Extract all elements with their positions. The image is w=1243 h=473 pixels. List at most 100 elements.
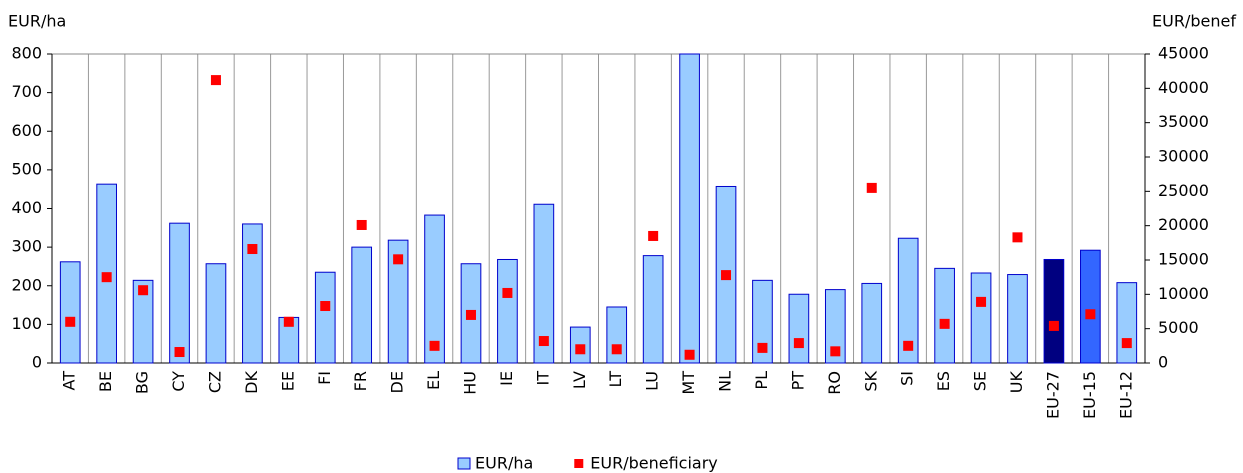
y2-tick-label: 0: [1158, 353, 1168, 372]
marker: [721, 270, 732, 281]
y2-tick-label: 35000: [1158, 112, 1209, 131]
x-tick-label: IT: [533, 371, 552, 386]
y-tick-label: 500: [11, 159, 42, 178]
legend-swatch: [574, 459, 584, 468]
x-tick-label: AT: [60, 371, 79, 391]
bar: [788, 293, 810, 364]
x-tick-label: UK: [1007, 370, 1026, 393]
x-tick-label: PL: [752, 371, 771, 390]
x-tick-label: EU-27: [1043, 371, 1062, 419]
bar: [861, 282, 883, 364]
marker: [393, 254, 404, 265]
y-tick-label: 800: [11, 44, 42, 63]
bar: [205, 263, 227, 364]
marker: [611, 344, 622, 355]
y2-tick-label: 10000: [1158, 284, 1209, 303]
bar: [497, 258, 518, 364]
marker: [502, 287, 513, 298]
bar: [1007, 274, 1028, 364]
y2-tick-label: 45000: [1158, 44, 1209, 63]
bar: [424, 214, 445, 364]
bar: [351, 246, 373, 364]
y2-tick-label: 40000: [1158, 78, 1209, 97]
bar: [533, 203, 555, 364]
bar: [242, 223, 263, 364]
x-tick-label: DK: [242, 370, 261, 393]
marker: [538, 336, 549, 347]
marker: [138, 285, 149, 296]
legend-swatch: [457, 457, 471, 470]
x-tick-label: DE: [388, 371, 407, 393]
marker: [830, 346, 841, 357]
marker: [65, 316, 76, 327]
marker: [684, 349, 695, 360]
marker: [283, 316, 294, 327]
x-tick-label: EU-12: [1116, 371, 1135, 419]
x-tick-label: LT: [606, 371, 625, 388]
x-tick-label: EE: [278, 371, 297, 391]
y2-tick-label: 25000: [1158, 181, 1209, 200]
bar: [169, 222, 190, 364]
marker: [575, 344, 586, 355]
y-tick-label: 600: [11, 121, 42, 140]
x-tick-label: EL: [424, 371, 443, 390]
y2-tick-label: 15000: [1158, 250, 1209, 269]
marker: [465, 309, 476, 320]
x-tick-label: FR: [351, 371, 370, 391]
x-tick-label: LV: [570, 371, 589, 389]
x-tick-label: IE: [497, 371, 516, 386]
marker: [320, 301, 331, 312]
y-tick-label: 400: [11, 198, 42, 217]
y-tick-label: 300: [11, 237, 42, 256]
bar: [314, 271, 336, 364]
x-tick-label: HU: [460, 371, 479, 395]
y-axis-label: EUR/ha: [8, 12, 66, 31]
marker: [356, 219, 367, 230]
marker: [1121, 338, 1132, 349]
bar: [606, 306, 628, 364]
marker: [903, 340, 914, 351]
bar: [1043, 258, 1065, 364]
bar: [1116, 282, 1138, 364]
bar: [679, 53, 700, 364]
x-tick-label: SK: [861, 371, 880, 392]
marker: [429, 340, 440, 351]
x-tick-label: CY: [169, 371, 188, 392]
marker: [1012, 232, 1023, 243]
bar: [642, 255, 664, 364]
bar: [132, 279, 154, 364]
bar: [970, 272, 992, 364]
marker: [174, 347, 185, 358]
x-tick-label: SE: [971, 371, 990, 391]
y2-tick-label: 5000: [1158, 318, 1199, 337]
bar: [1080, 249, 1101, 364]
y2-axis-label: EUR/benef: [1152, 12, 1236, 31]
y-tick-label: 100: [11, 314, 42, 333]
x-tick-label: BG: [133, 371, 152, 394]
bar: [897, 237, 919, 364]
marker: [1085, 309, 1096, 320]
marker: [793, 338, 804, 349]
marker: [939, 318, 950, 329]
marker: [757, 342, 768, 353]
legend-label: EUR/beneficiary: [590, 454, 717, 473]
x-tick-label: BE: [96, 371, 115, 392]
marker: [210, 75, 221, 86]
bar: [934, 267, 955, 364]
marker: [1048, 320, 1059, 331]
y-tick-label: 700: [11, 82, 42, 101]
marker: [976, 296, 987, 307]
x-tick-label: CZ: [205, 371, 224, 393]
bar: [59, 261, 81, 364]
y2-tick-label: 20000: [1158, 215, 1209, 234]
x-tick-label: RO: [825, 371, 844, 395]
x-tick-label: SI: [898, 371, 917, 386]
x-tick-label: NL: [716, 371, 735, 392]
y-tick-label: 0: [32, 353, 42, 372]
x-tick-label: LU: [643, 371, 662, 391]
marker: [648, 230, 659, 241]
x-tick-label: FI: [315, 371, 334, 385]
x-tick-label: EU-15: [1080, 371, 1099, 419]
y2-tick-label: 30000: [1158, 147, 1209, 166]
